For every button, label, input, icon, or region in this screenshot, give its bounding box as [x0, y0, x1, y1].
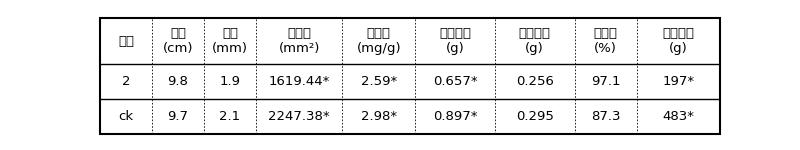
Text: (cm): (cm): [162, 42, 193, 55]
Text: 97.1: 97.1: [591, 75, 621, 88]
Text: 2.98*: 2.98*: [361, 110, 397, 123]
Text: (mm²): (mm²): [278, 42, 320, 55]
Text: 0.295: 0.295: [516, 110, 554, 123]
Text: 0.657*: 0.657*: [433, 75, 478, 88]
Text: 9.7: 9.7: [167, 110, 189, 123]
Text: 9.8: 9.8: [167, 75, 188, 88]
Text: 2.1: 2.1: [219, 110, 241, 123]
Text: 叶面积: 叶面积: [287, 27, 311, 40]
Text: 地径: 地径: [222, 27, 238, 40]
Text: (g): (g): [669, 42, 688, 55]
Text: 87.3: 87.3: [591, 110, 621, 123]
Text: 出苗率: 出苗率: [594, 27, 618, 40]
Text: 地上干重: 地上干重: [439, 27, 471, 40]
Text: 处理: 处理: [118, 35, 134, 48]
Text: (mg/g): (mg/g): [357, 42, 401, 55]
Text: 苗高: 苗高: [170, 27, 186, 40]
Text: 1.9: 1.9: [219, 75, 240, 88]
Text: 197*: 197*: [662, 75, 694, 88]
Text: 0.897*: 0.897*: [433, 110, 478, 123]
Text: 2: 2: [122, 75, 130, 88]
Text: 基质重量: 基质重量: [662, 27, 694, 40]
Text: ck: ck: [118, 110, 134, 123]
Text: (%): (%): [594, 42, 617, 55]
Text: (g): (g): [526, 42, 544, 55]
Text: 地下干重: 地下干重: [518, 27, 550, 40]
Text: 1619.44*: 1619.44*: [269, 75, 330, 88]
Text: 0.256: 0.256: [516, 75, 554, 88]
Text: 483*: 483*: [662, 110, 694, 123]
Text: (g): (g): [446, 42, 465, 55]
Text: 2.59*: 2.59*: [361, 75, 397, 88]
Text: 叶绿素: 叶绿素: [367, 27, 391, 40]
Text: 2247.38*: 2247.38*: [268, 110, 330, 123]
Text: (mm): (mm): [212, 42, 248, 55]
